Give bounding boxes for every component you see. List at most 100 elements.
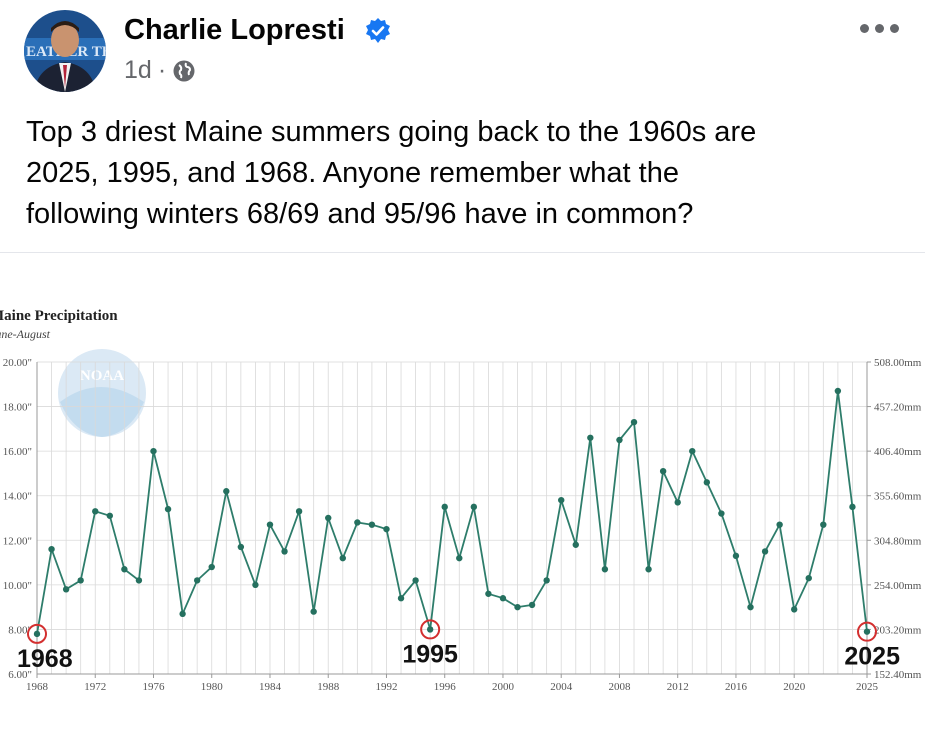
data-point	[718, 510, 725, 517]
data-point	[761, 548, 769, 555]
x-tick-label: 1988	[317, 681, 340, 693]
data-point	[587, 434, 594, 441]
data-point	[325, 514, 332, 522]
post-text: Top 3 driest Maine summers going back to…	[26, 116, 757, 230]
author-name[interactable]: Charlie Lopresti	[124, 14, 345, 46]
x-tick-label: 2012	[667, 681, 689, 693]
y-tick-label-right: 203.20mm	[874, 624, 922, 636]
data-point	[776, 521, 783, 528]
y-tick-label-left: 16.00"	[3, 446, 32, 458]
data-point	[48, 546, 55, 553]
y-tick-label-right: 355.60mm	[874, 491, 922, 503]
globe-icon[interactable]	[172, 59, 196, 83]
y-tick-label-right: 254.00mm	[874, 580, 922, 592]
y-tick-label-left: 20.00"	[3, 357, 32, 369]
x-tick-label: 1992	[375, 681, 397, 693]
data-point	[572, 541, 579, 548]
data-point	[77, 577, 84, 584]
post-header: EATHER THORITY Charlie Lopresti 1d ·	[0, 0, 925, 100]
data-point	[485, 590, 492, 597]
chart-title: Maine Precipitation	[0, 308, 118, 324]
x-tick-label: 1976	[142, 681, 165, 693]
author-avatar[interactable]: EATHER THORITY	[24, 10, 106, 92]
verified-badge-icon	[366, 18, 390, 43]
data-point	[645, 566, 652, 573]
series-line	[36, 390, 868, 635]
data-point	[92, 508, 99, 515]
data-point	[266, 521, 274, 528]
data-point	[426, 626, 434, 633]
more-dot	[860, 23, 869, 33]
y-tick-label-left: 10.00"	[3, 580, 32, 592]
data-point	[543, 577, 550, 584]
data-point	[281, 548, 288, 555]
more-dot	[890, 23, 899, 33]
precipitation-chart: NOAA Maine Precipitation June-August 6.0…	[0, 308, 922, 693]
data-point	[703, 479, 711, 486]
data-point	[558, 496, 565, 504]
post-divider	[0, 252, 925, 253]
annotation-label: 1968	[17, 645, 73, 673]
data-point	[223, 488, 230, 495]
x-tick-label: 2025	[856, 681, 879, 693]
highlight-circle	[27, 623, 47, 644]
highlight-circle	[857, 621, 877, 642]
data-point	[135, 577, 143, 584]
data-point	[310, 608, 317, 615]
x-tick-label: 2016	[725, 681, 748, 693]
data-point	[659, 468, 667, 475]
data-point	[499, 595, 507, 602]
data-point	[456, 554, 463, 562]
data-point	[179, 610, 186, 618]
y-tick-label-left: 14.00"	[3, 491, 32, 503]
data-point	[193, 577, 201, 584]
data-point	[514, 603, 521, 611]
data-point	[470, 503, 478, 511]
data-point	[630, 418, 638, 426]
y-tick-label-left: 8.00"	[8, 624, 32, 636]
chart-container: NOAA Maine Precipitation June-August 6.0…	[0, 262, 925, 750]
x-tick-label: 2020	[783, 681, 806, 693]
y-tick-label-right: 406.40mm	[874, 446, 922, 458]
x-tick-label: 1984	[259, 681, 282, 693]
data-point	[601, 566, 609, 573]
data-point	[412, 577, 419, 584]
data-point	[820, 521, 827, 528]
data-point	[208, 563, 215, 571]
more-dot	[875, 23, 884, 33]
y-tick-label-right: 508.00mm	[874, 357, 922, 369]
annotation-label: 1995	[402, 640, 458, 668]
data-point	[441, 503, 448, 511]
data-point	[237, 543, 245, 551]
watermark-text: NOAA	[80, 368, 124, 384]
meta-separator: ·	[157, 56, 167, 84]
y-tick-label-left: 6.00"	[8, 669, 32, 681]
data-point	[397, 595, 405, 602]
data-point	[33, 630, 41, 638]
data-point	[339, 554, 346, 562]
data-point	[747, 603, 754, 611]
data-point	[252, 581, 259, 589]
x-tick-label: 1968	[26, 681, 49, 693]
y-tick-label-right: 152.40mm	[874, 669, 922, 681]
data-point	[528, 601, 536, 609]
data-point	[732, 552, 740, 560]
data-point	[674, 499, 681, 506]
post-time[interactable]: 1d	[124, 56, 152, 84]
x-tick-label: 1996	[434, 681, 457, 693]
more-options-icon[interactable]	[855, 18, 899, 38]
data-point	[164, 505, 172, 513]
chart-subtitle: June-August	[0, 327, 51, 341]
x-tick-label: 2004	[550, 681, 573, 693]
data-point	[863, 628, 871, 635]
post-meta: 1d ·	[124, 56, 196, 85]
x-tick-label: 1980	[201, 681, 224, 693]
data-point	[295, 508, 303, 515]
y-tick-label-left: 12.00"	[3, 535, 32, 547]
x-tick-label: 1972	[84, 681, 106, 693]
y-tick-label-right: 457.20mm	[874, 402, 922, 414]
x-tick-label: 2000	[492, 681, 515, 693]
data-point	[689, 447, 696, 455]
data-point	[790, 606, 798, 613]
data-point	[106, 512, 114, 519]
